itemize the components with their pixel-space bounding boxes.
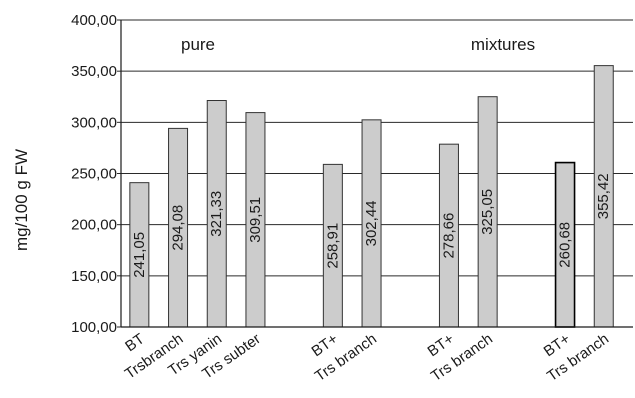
bars (129, 65, 614, 328)
bar-value-label: 355,42 (595, 173, 612, 219)
bar-value-label: 258,91 (324, 223, 341, 269)
value-labels: 241,05 294,08 321,33 309,51 258,91 302,44 278,… (131, 173, 612, 277)
y-tick-label: 150,00 (71, 268, 117, 285)
y-tick-label: 400,00 (71, 12, 117, 29)
y-axis-label: mg/100 g FW (12, 149, 31, 251)
bar-value-label: 260,68 (557, 222, 574, 268)
y-tick-label: 250,00 (71, 166, 117, 183)
y-tick-label: 200,00 (71, 217, 117, 234)
group-annotation: mixtures (471, 35, 535, 54)
group-annotation: pure (181, 35, 215, 54)
bar-value-label: 241,05 (131, 232, 148, 278)
group-annotations: pure mixtures (181, 35, 535, 54)
y-tick-label: 300,00 (71, 114, 117, 131)
bar-value-label: 278,66 (440, 213, 457, 259)
y-tick-label: 100,00 (71, 319, 117, 336)
bar-value-label: 321,33 (208, 191, 225, 237)
x-tick-label: BT (122, 330, 147, 355)
bar-value-label: 309,51 (247, 197, 264, 243)
bar-value-label: 294,08 (170, 205, 187, 251)
y-axis-ticks: 100,00 150,00 200,00 250,00 300,00 350,00 400,… (71, 12, 121, 336)
bar-value-label: 325,05 (479, 189, 496, 235)
y-tick-label: 350,00 (71, 63, 117, 80)
bar-value-label: 302,44 (363, 200, 380, 246)
axes (120, 20, 633, 328)
